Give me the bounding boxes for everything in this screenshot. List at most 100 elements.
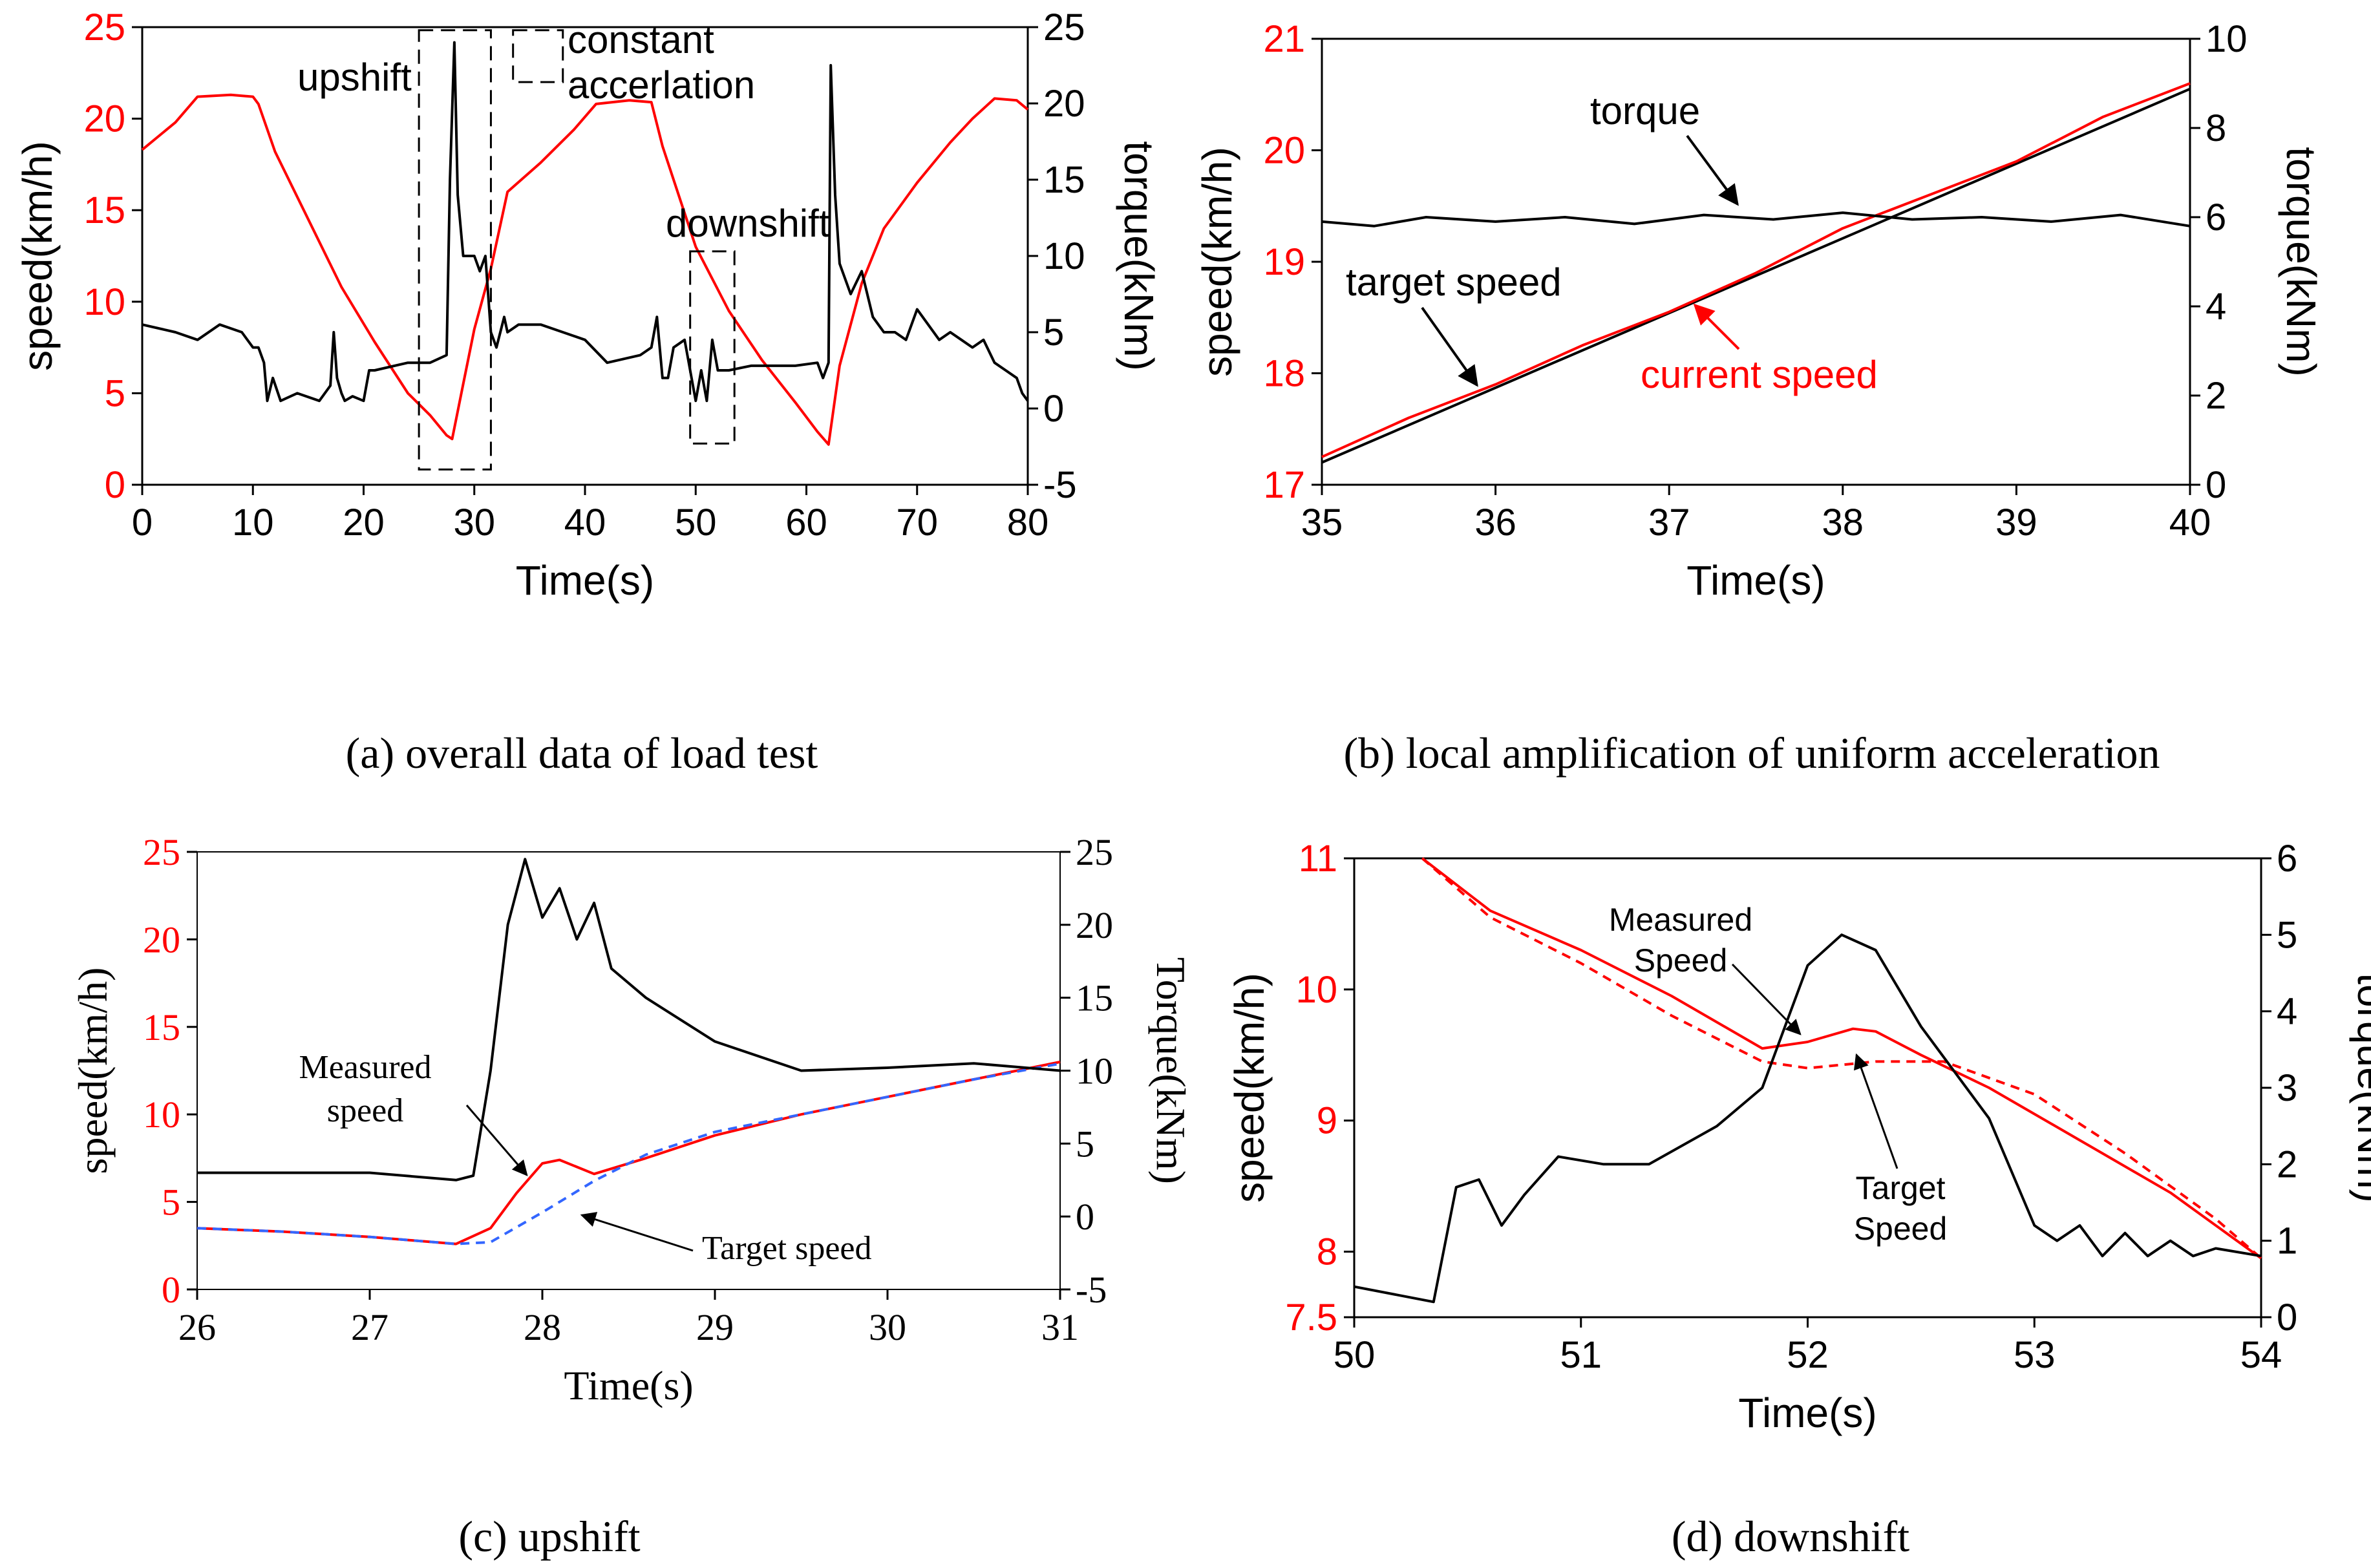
x-tick-label: 28 xyxy=(524,1306,561,1348)
series-torque xyxy=(1321,211,2191,228)
y-right-tick-label: 5 xyxy=(1076,1123,1094,1165)
x-tick-label: 0 xyxy=(132,502,153,544)
target-speed-label: target speed xyxy=(1346,260,1562,304)
constant-label: constant xyxy=(568,18,714,61)
x-axis-title: Time(s) xyxy=(1686,557,1825,604)
panel-c-axes: 26 27 28 29 30 31 0 5 10 15 20 25 -5 0 5 10 15 20 25 Time(s… xyxy=(70,831,1194,1408)
x-tick-label: 10 xyxy=(232,502,274,544)
y-left-tick-label: 10 xyxy=(143,1094,180,1136)
y-left-tick-label: 0 xyxy=(105,464,125,506)
x-tick-label: 30 xyxy=(453,502,495,544)
y-right-tick-label: 25 xyxy=(1076,831,1113,873)
x-tick-label: 80 xyxy=(1007,502,1049,544)
accerlation-label: accerlation xyxy=(568,63,755,107)
target-speed-label-line2: Speed xyxy=(1854,1211,1948,1247)
panel-a-series xyxy=(141,29,1029,471)
x-tick-label: 50 xyxy=(1334,1334,1376,1376)
x-tick-label: 52 xyxy=(1787,1334,1829,1376)
x-tick-label: 26 xyxy=(178,1306,216,1348)
y-left-tick-label: 5 xyxy=(162,1181,180,1224)
x-tick-label: 29 xyxy=(696,1306,734,1348)
y-left-tick-label: 10 xyxy=(83,281,125,323)
x-tick-label: 31 xyxy=(1041,1306,1079,1348)
y-right-tick-label: 2 xyxy=(2206,375,2226,417)
x-tick-label: 50 xyxy=(675,502,717,544)
series-target-speed xyxy=(1321,87,2191,464)
y-left-axis-title: speed(km/h) xyxy=(1226,973,1273,1203)
measured-speed-label-line1: Measured xyxy=(299,1049,431,1086)
y-left-tick-label: 7.5 xyxy=(1285,1297,1337,1339)
y-left-tick-label: 25 xyxy=(143,831,180,873)
y-right-tick-label: 0 xyxy=(1043,388,1064,430)
series-speed xyxy=(141,93,1029,446)
target-speed-arrow xyxy=(1853,1053,1898,1169)
y-right-tick-label: 10 xyxy=(1043,235,1085,277)
annotation-box xyxy=(689,250,736,445)
y-left-tick-label: 0 xyxy=(162,1269,180,1311)
target-speed-arrow xyxy=(580,1212,694,1252)
x-tick-label: 40 xyxy=(2169,502,2211,544)
y-right-tick-label: 0 xyxy=(2206,464,2226,506)
x-tick-label: 35 xyxy=(1301,502,1343,544)
y-left-axis-title: speed(km/h) xyxy=(70,968,116,1174)
x-tick-label: 38 xyxy=(1822,502,1864,544)
y-left-tick-label: 11 xyxy=(1299,838,1337,880)
x-axis-title: Time(s) xyxy=(1738,1390,1877,1436)
upshift-label: upshift xyxy=(297,56,412,99)
y-right-tick-label: 10 xyxy=(1076,1050,1113,1092)
x-tick-label: 30 xyxy=(869,1306,906,1348)
y-left-tick-label: 17 xyxy=(1263,464,1305,506)
series-torque xyxy=(1354,933,2262,1304)
series-current-speed xyxy=(1321,82,2191,458)
x-axis-title: Time(s) xyxy=(516,557,654,604)
panel-b-chart: 35 36 37 38 39 40 17 18 19 20 21 0 2 4 6 8 10 Time(s) spee… xyxy=(1194,18,2324,778)
x-tick-label: 20 xyxy=(343,502,385,544)
y-left-tick-label: 20 xyxy=(1263,130,1305,172)
panel-c-series xyxy=(197,858,1061,1245)
panel-d-axes: 50 51 52 53 54 7.5 8 9 10 11 0 1 2 3 4 5 6 Time(s) speed(k… xyxy=(1226,838,2371,1436)
y-right-tick-label: 5 xyxy=(2277,914,2297,956)
panel-b-annotations: torque target speed current speed xyxy=(1346,89,1878,396)
y-right-tick-label: 3 xyxy=(2277,1067,2297,1109)
y-left-tick-label: 15 xyxy=(143,1006,180,1048)
target-speed-arrow xyxy=(1421,306,1478,387)
y-right-axis-title: Torque(kNm) xyxy=(1148,957,1194,1184)
series-torque xyxy=(142,41,1029,403)
y-left-tick-label: 21 xyxy=(1263,18,1305,60)
y-right-axis-title: torque(kNm) xyxy=(2349,973,2371,1203)
y-right-tick-label: 8 xyxy=(2206,107,2226,149)
target-speed-label: Target speed xyxy=(702,1230,872,1267)
panel-d-caption: (d) downshift xyxy=(1672,1512,1909,1561)
target-speed-label-line1: Target xyxy=(1856,1170,1946,1206)
y-right-tick-label: 15 xyxy=(1076,977,1113,1019)
y-right-tick-label: 20 xyxy=(1076,904,1113,946)
x-tick-label: 60 xyxy=(785,502,827,544)
x-tick-label: 53 xyxy=(2014,1334,2056,1376)
y-right-tick-label: 4 xyxy=(2277,991,2297,1033)
y-left-tick-label: 20 xyxy=(143,918,180,960)
y-right-axis-title: torque(kNm) xyxy=(2278,147,2324,377)
y-right-tick-label: 4 xyxy=(2206,286,2226,328)
y-right-tick-label: -5 xyxy=(1076,1269,1107,1311)
torque-arrow xyxy=(1686,134,1739,206)
measured-speed-arrow xyxy=(465,1105,528,1176)
panel-c-chart: 26 27 28 29 30 31 0 5 10 15 20 25 -5 0 5 10 15 20 25 Time(s… xyxy=(70,831,1194,1561)
y-right-tick-label: -5 xyxy=(1043,464,1077,506)
y-right-tick-label: 20 xyxy=(1043,83,1085,125)
y-left-axis-title: speed(km/h) xyxy=(1194,147,1240,377)
y-right-tick-label: 2 xyxy=(2277,1143,2297,1185)
x-tick-label: 70 xyxy=(896,502,938,544)
y-left-tick-label: 15 xyxy=(83,189,125,231)
panel-a-annotations: upshift constant accerlation downshift xyxy=(297,18,830,245)
y-right-tick-label: 1 xyxy=(2277,1220,2297,1262)
y-right-axis-title: torque(kNm) xyxy=(1116,141,1162,371)
panel-b-caption: (b) local amplification of uniform accel… xyxy=(1343,728,2160,778)
x-tick-label: 40 xyxy=(564,502,606,544)
plot-frame xyxy=(1353,857,2262,1319)
series-torque xyxy=(197,858,1061,1181)
x-tick-label: 54 xyxy=(2240,1334,2282,1376)
measured-speed-arrow xyxy=(1731,963,1802,1035)
panel-d-chart: 50 51 52 53 54 7.5 8 9 10 11 0 1 2 3 4 5 6 Time(s) speed(k… xyxy=(1226,838,2371,1561)
y-left-tick-label: 5 xyxy=(105,372,125,414)
